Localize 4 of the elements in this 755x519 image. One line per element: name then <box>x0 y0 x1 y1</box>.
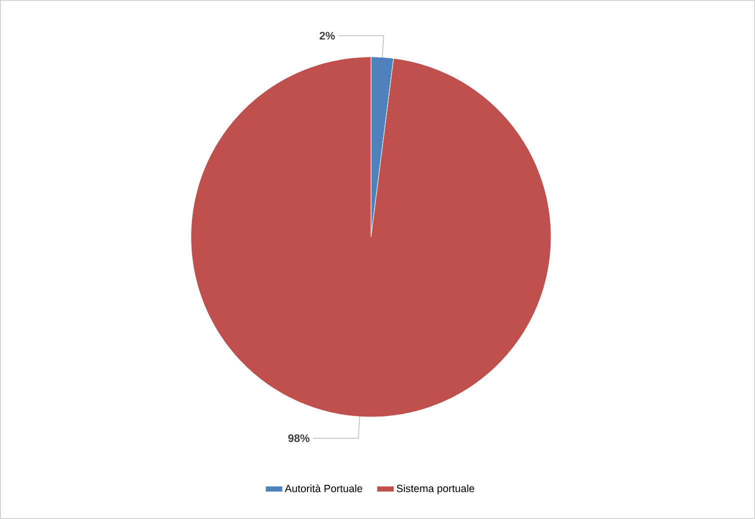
legend-label: Autorità Portuale <box>284 484 362 492</box>
data-label: 98% <box>288 434 310 442</box>
data-label: 2% <box>320 32 335 40</box>
legend-label: Sistema portuale <box>396 484 474 494</box>
